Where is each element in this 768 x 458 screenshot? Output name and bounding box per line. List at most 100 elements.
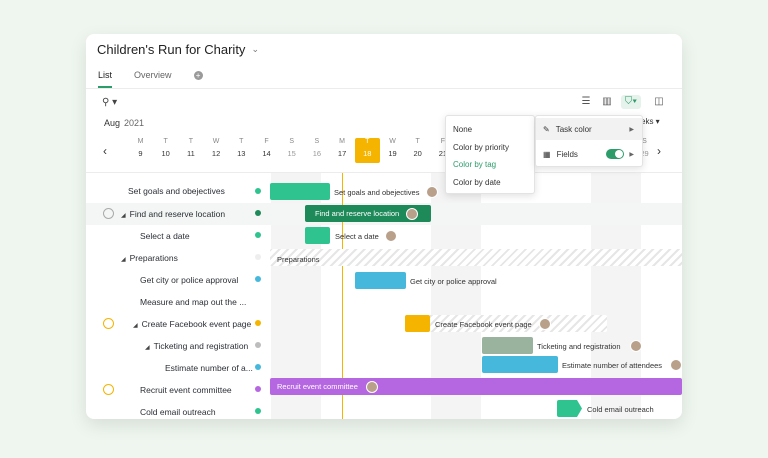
add-view-icon[interactable]: + xyxy=(193,71,203,80)
menu-item-fields[interactable]: ▦ Fields ▶ xyxy=(543,149,634,159)
avatar xyxy=(670,359,682,371)
gantt-bar[interactable] xyxy=(482,337,533,354)
avatar xyxy=(426,186,438,198)
day-column-header: S 15 xyxy=(279,138,304,158)
task-name[interactable]: Get city or police approval xyxy=(140,275,239,285)
settings-menu: ✎ Task color ▶ ▦ Fields ▶ xyxy=(535,115,643,167)
day-column-header: T 18 xyxy=(354,138,380,163)
menu-item-tag[interactable]: Color by tag xyxy=(453,160,497,169)
day-of-week: T xyxy=(239,138,244,145)
tag-dot xyxy=(255,232,261,238)
day-number: 12 xyxy=(211,149,221,158)
gantt-bar-label: Get city or police approval xyxy=(410,277,497,286)
day-number: 20 xyxy=(413,149,422,158)
task-name[interactable]: ◢ Ticketing and registration xyxy=(145,341,249,351)
day-number: 13 xyxy=(237,149,246,158)
day-number: 11 xyxy=(186,149,195,158)
menu-item-none[interactable]: None xyxy=(453,125,473,134)
gantt-bar-outline xyxy=(405,315,607,332)
task-name[interactable]: ◢ Find and reserve location xyxy=(121,209,226,219)
tag-dot xyxy=(255,276,261,282)
task-name[interactable]: ◢ Preparations xyxy=(121,253,178,263)
tab-list[interactable]: List xyxy=(98,70,113,88)
day-column-header: W 12 xyxy=(204,138,229,158)
avatar xyxy=(366,381,378,393)
menu-item-date[interactable]: Color by date xyxy=(453,177,501,187)
month-label: Aug 2021 xyxy=(104,118,145,128)
sidebar-icon[interactable]: ◫ xyxy=(654,96,664,107)
gantt-bar[interactable] xyxy=(355,272,406,289)
chevron-down-icon[interactable]: ⌄ xyxy=(251,44,259,54)
menu-item-priority[interactable]: Color by priority xyxy=(453,142,510,152)
day-column-header: T 10 xyxy=(153,138,178,158)
avatar xyxy=(385,230,397,242)
day-number: 19 xyxy=(388,149,397,158)
day-of-week: T xyxy=(365,138,370,145)
gantt-bar-label: Find and reserve location xyxy=(315,209,400,218)
view-scale-dropdown[interactable]: eks ▾ xyxy=(641,117,660,126)
day-number: 9 xyxy=(138,149,143,158)
day-of-week: M xyxy=(339,138,346,145)
avatar xyxy=(539,318,551,330)
tag-dot xyxy=(255,364,261,370)
columns-icon[interactable]: ▥ xyxy=(602,96,612,107)
tag-dot xyxy=(255,210,261,216)
gantt-bar[interactable] xyxy=(557,400,582,417)
view-tabs: List Overview + xyxy=(98,70,203,88)
table-icon: ▦ xyxy=(543,149,551,159)
day-number: 16 xyxy=(312,149,322,158)
gantt-bar-label: Preparations xyxy=(277,255,320,264)
project-title[interactable]: Children's Run for Charity ⌄ xyxy=(97,42,259,57)
day-number: 15 xyxy=(287,149,296,158)
tag-dot xyxy=(255,320,261,326)
color-tag-icon[interactable]: ⛉▾ xyxy=(621,95,641,109)
gantt-bar-label: Create Facebook event page xyxy=(435,320,532,329)
day-of-week: T xyxy=(163,138,168,145)
gantt-summary-bar[interactable] xyxy=(270,249,682,266)
gantt-bar[interactable] xyxy=(305,227,330,244)
day-column-header: F 21 xyxy=(430,138,455,158)
prev-arrow-icon[interactable]: ‹ xyxy=(103,144,107,158)
day-column-header: S 29 xyxy=(632,138,657,158)
gantt-bar-label: Estimate number of attendees xyxy=(562,361,663,370)
day-number: 17 xyxy=(337,149,347,158)
day-column-header: T 20 xyxy=(405,138,430,158)
day-column-header: W 19 xyxy=(380,138,405,158)
task-name[interactable]: Cold email outreach xyxy=(140,407,216,417)
status-partial-icon[interactable] xyxy=(103,318,114,329)
day-of-week: T xyxy=(188,138,194,145)
fields-toggle[interactable] xyxy=(606,149,624,159)
gantt-bar[interactable] xyxy=(305,205,431,222)
day-column-header: M 17 xyxy=(330,138,355,158)
task-name[interactable]: Measure and map out the ... xyxy=(140,297,247,307)
color-options-menu: None Color by priority Color by tag Colo… xyxy=(445,115,535,194)
gantt-bar-label: Select a date xyxy=(335,232,379,241)
task-name[interactable]: Select a date xyxy=(140,231,190,241)
gantt-window: Children's Run for Charity ⌄ List Overvi… xyxy=(86,34,682,419)
next-arrow-icon[interactable]: › xyxy=(657,144,661,158)
tag-dot xyxy=(255,408,261,414)
task-name[interactable]: Set goals and obejectives xyxy=(128,186,225,196)
status-partial-icon[interactable] xyxy=(103,384,114,395)
task-name[interactable]: Recruit event committee xyxy=(140,385,232,395)
tag-dot xyxy=(255,386,261,392)
day-of-week: S xyxy=(642,138,647,145)
status-empty-icon[interactable] xyxy=(103,208,114,219)
tab-overview[interactable]: Overview xyxy=(134,70,172,80)
menu-item-task-color[interactable]: ✎ Task color ▶ xyxy=(536,118,642,140)
gantt-bar[interactable] xyxy=(270,183,330,200)
filter-icon[interactable]: ⚲ ▾ xyxy=(102,97,118,108)
gantt-bar-label: Set goals and obejectives xyxy=(334,188,420,197)
avatar xyxy=(630,340,642,352)
day-of-week: S xyxy=(314,138,320,145)
task-name[interactable]: ◢ Create Facebook event page xyxy=(133,319,252,329)
tag-dot xyxy=(255,342,261,348)
gantt-bar[interactable] xyxy=(405,315,430,332)
day-column-header: F 14 xyxy=(254,138,279,158)
tab-divider xyxy=(86,88,682,89)
align-right-icon[interactable]: ☰ xyxy=(581,96,591,107)
chevron-right-icon: ▶ xyxy=(629,126,634,133)
gantt-bar[interactable] xyxy=(482,356,558,373)
task-name[interactable]: Estimate number of a... xyxy=(165,363,253,373)
